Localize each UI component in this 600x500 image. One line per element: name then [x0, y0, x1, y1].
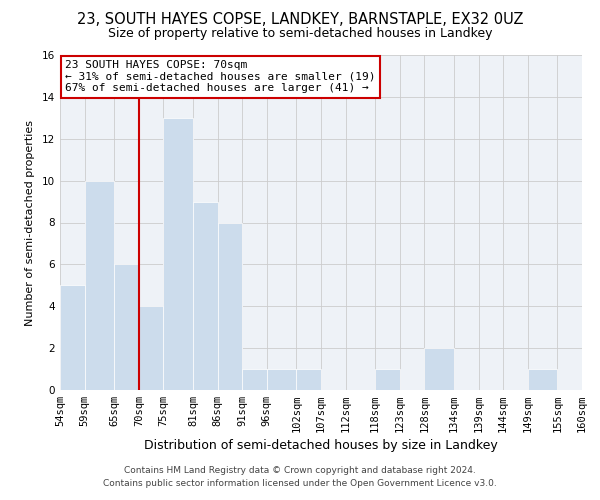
Bar: [528, 369, 557, 390]
Bar: [85, 180, 114, 390]
Text: 23, SOUTH HAYES COPSE, LANDKEY, BARNSTAPLE, EX32 0UZ: 23, SOUTH HAYES COPSE, LANDKEY, BARNSTAP…: [77, 12, 523, 28]
Bar: [60, 286, 85, 390]
Bar: [267, 369, 296, 390]
Bar: [375, 369, 400, 390]
Bar: [218, 222, 242, 390]
Bar: [296, 369, 321, 390]
Text: 23 SOUTH HAYES COPSE: 70sqm
← 31% of semi-detached houses are smaller (19)
67% o: 23 SOUTH HAYES COPSE: 70sqm ← 31% of sem…: [65, 60, 376, 93]
Text: Size of property relative to semi-detached houses in Landkey: Size of property relative to semi-detach…: [108, 28, 492, 40]
X-axis label: Distribution of semi-detached houses by size in Landkey: Distribution of semi-detached houses by …: [144, 440, 498, 452]
Bar: [193, 202, 218, 390]
Bar: [582, 369, 600, 390]
Y-axis label: Number of semi-detached properties: Number of semi-detached properties: [25, 120, 35, 326]
Text: Contains HM Land Registry data © Crown copyright and database right 2024.
Contai: Contains HM Land Registry data © Crown c…: [103, 466, 497, 487]
Bar: [139, 306, 163, 390]
Bar: [242, 369, 267, 390]
Bar: [163, 118, 193, 390]
Bar: [424, 348, 454, 390]
Bar: [114, 264, 139, 390]
